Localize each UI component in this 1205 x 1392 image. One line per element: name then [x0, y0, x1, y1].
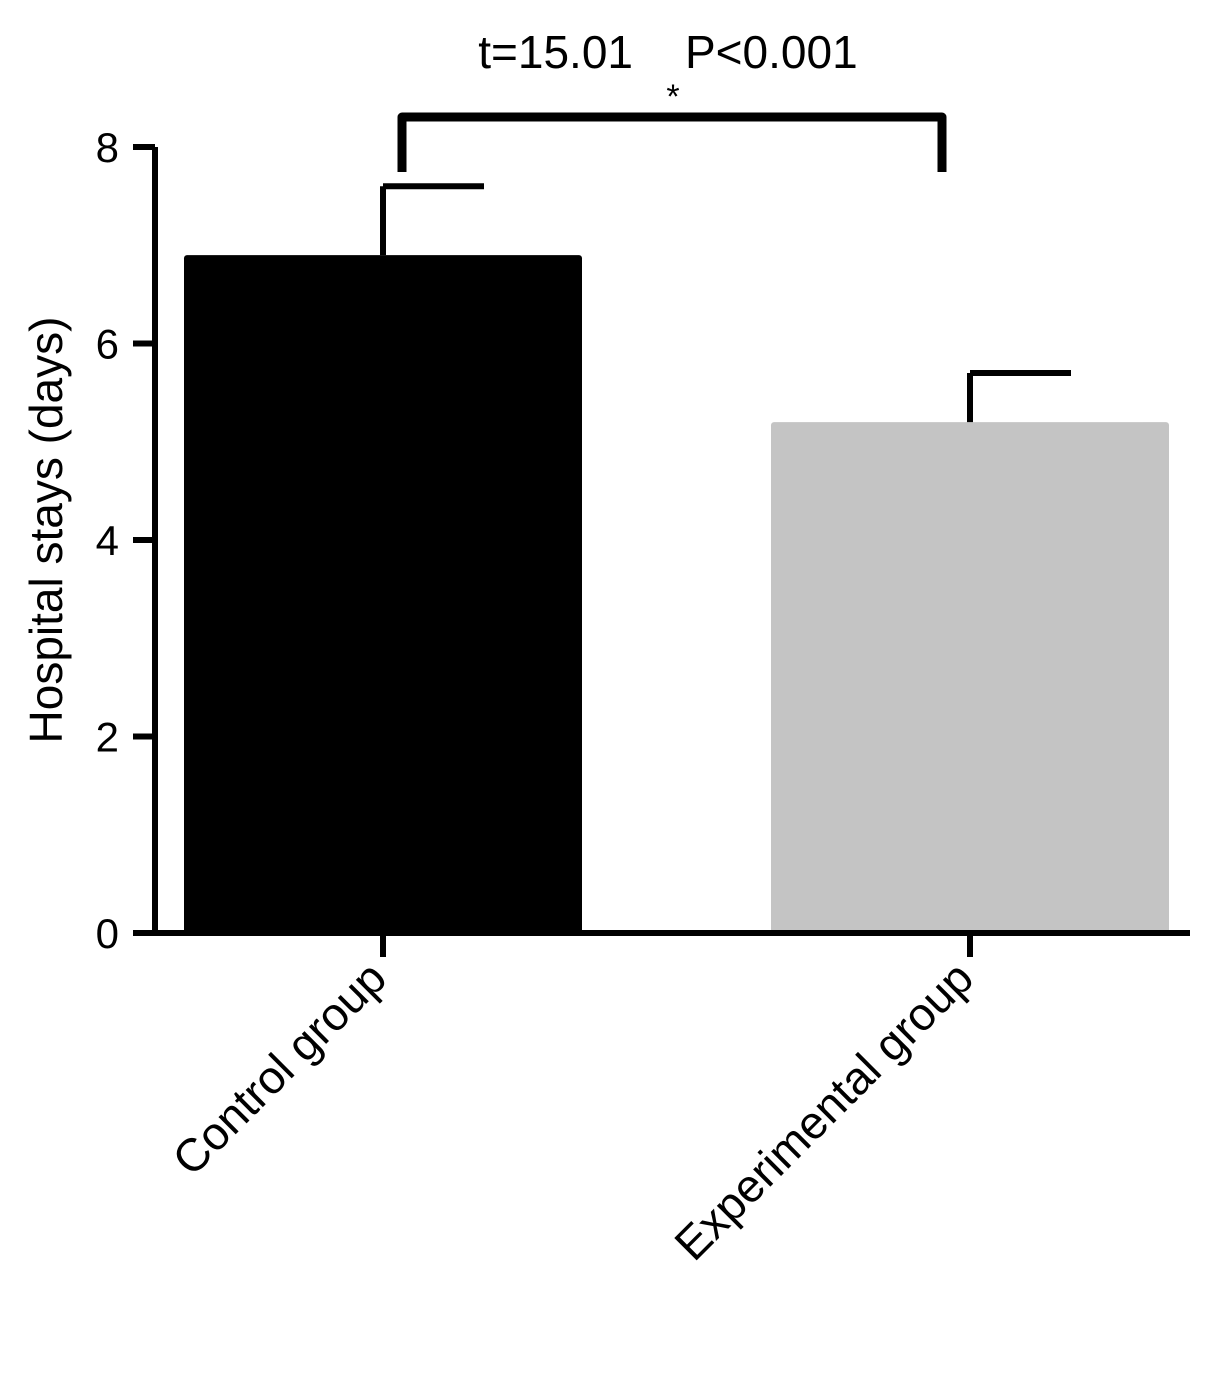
x-category-label-experimental-group: Experimental group: [664, 951, 983, 1270]
bar-control-group: [184, 255, 582, 933]
significance-marker: *: [666, 78, 679, 116]
y-tick-label-6: 6: [96, 321, 119, 368]
error-bars-layer: [380, 183, 1071, 423]
y-tick-label-0: 0: [96, 910, 119, 957]
axes-layer: [133, 144, 1190, 957]
p-value-label: P<0.001: [685, 26, 858, 78]
y-axis-title: Hospital stays (days): [20, 317, 72, 744]
significance-bracket: [397, 112, 947, 172]
y-tick-label-8: 8: [96, 124, 119, 171]
y-tick-label-2: 2: [96, 714, 119, 761]
bar-experimental-group: [771, 422, 1169, 933]
y-tick-label-4: 4: [96, 517, 119, 564]
significance-annotation: * t=15.01 P<0.001: [397, 26, 947, 172]
t-statistic-label: t=15.01: [478, 26, 633, 78]
x-category-label-control-group: Control group: [162, 951, 396, 1185]
bars-layer: [184, 255, 1169, 933]
